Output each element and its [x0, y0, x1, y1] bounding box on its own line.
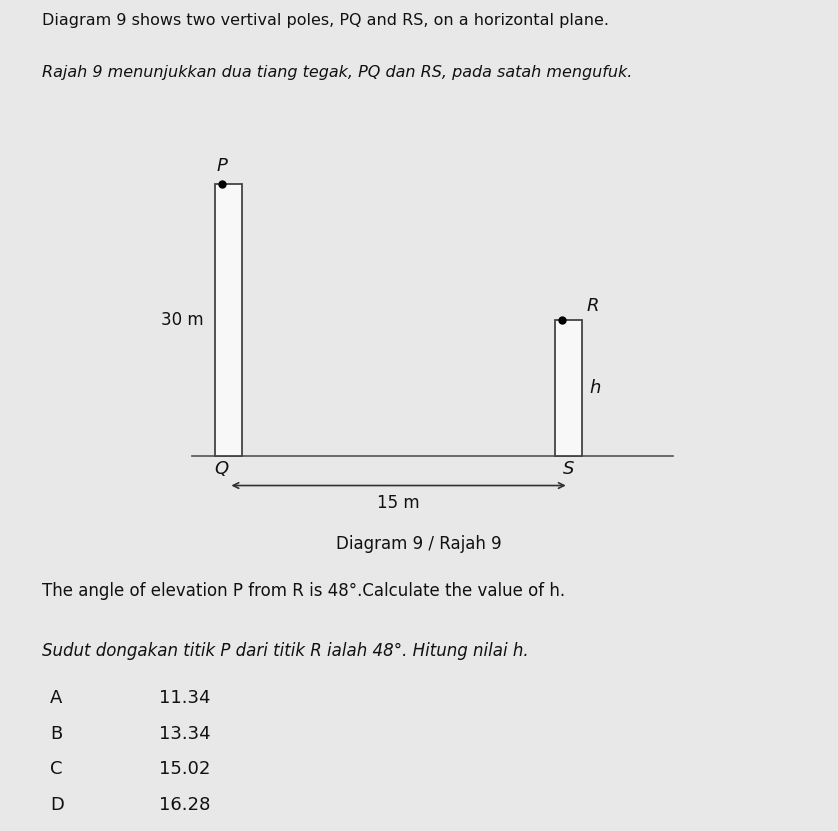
- Text: 11.34: 11.34: [159, 689, 210, 707]
- Text: 15.02: 15.02: [159, 760, 210, 779]
- Text: 30 m: 30 m: [161, 311, 204, 329]
- Text: A: A: [50, 689, 63, 707]
- Text: Q: Q: [215, 460, 229, 478]
- Text: R: R: [587, 297, 599, 314]
- Bar: [215, 184, 242, 455]
- Text: D: D: [50, 796, 65, 814]
- Text: C: C: [50, 760, 63, 779]
- Text: S: S: [563, 460, 574, 478]
- Text: Rajah 9 menunjukkan dua tiang tegak, PQ dan RS, pada satah mengufuk.: Rajah 9 menunjukkan dua tiang tegak, PQ …: [42, 65, 633, 80]
- Text: 15 m: 15 m: [377, 494, 420, 512]
- Text: 16.28: 16.28: [159, 796, 210, 814]
- Text: Diagram 9 / Rajah 9: Diagram 9 / Rajah 9: [336, 535, 502, 553]
- Text: h: h: [589, 379, 601, 396]
- Text: P: P: [216, 157, 227, 175]
- Text: Sudut dongakan titik P dari titik R ialah 48°. Hitung nilai h.: Sudut dongakan titik P dari titik R iala…: [42, 642, 529, 660]
- Text: The angle of elevation P from R is 48°.Calculate the value of h.: The angle of elevation P from R is 48°.C…: [42, 582, 565, 600]
- Text: B: B: [50, 725, 63, 743]
- Bar: [555, 320, 582, 455]
- Text: 13.34: 13.34: [159, 725, 211, 743]
- Text: Diagram 9 shows two vertival poles, PQ and RS, on a horizontal plane.: Diagram 9 shows two vertival poles, PQ a…: [42, 13, 609, 28]
